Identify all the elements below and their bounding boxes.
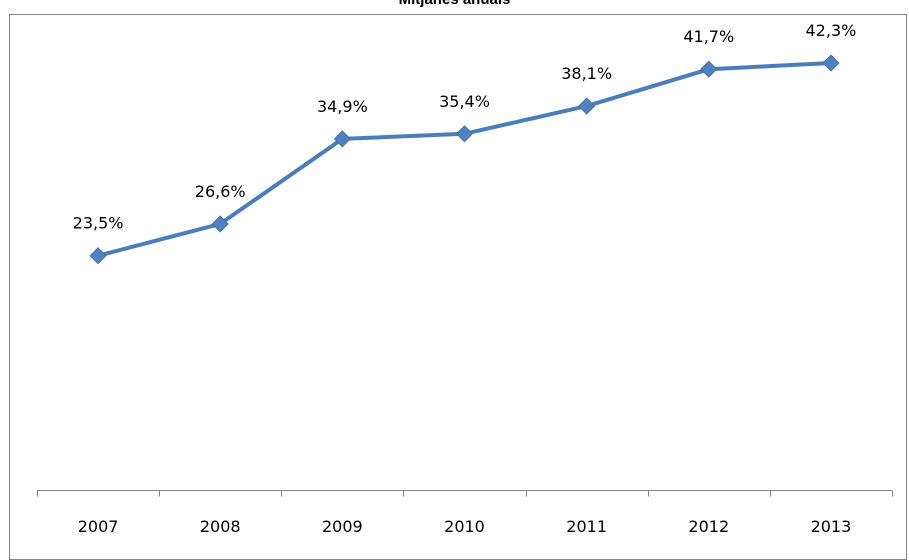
x-tick-label-2007: 2007	[78, 517, 119, 536]
data-point-2008	[211, 215, 229, 233]
x-tick-label-2013: 2013	[811, 517, 852, 536]
x-axis-tick-labels: 2007 2008 2009 2010 2011 2012 2013	[78, 517, 852, 536]
series-markers	[89, 54, 840, 265]
data-label-2008: 26,6%	[195, 182, 246, 201]
data-label-2007: 23,5%	[73, 214, 124, 233]
data-label-2009: 34,9%	[317, 97, 368, 116]
data-point-2010	[455, 125, 474, 143]
data-label-2011: 38,1%	[561, 64, 612, 83]
data-point-2012	[700, 60, 718, 78]
x-axis-ticks	[37, 490, 893, 497]
data-point-2009	[333, 130, 351, 148]
x-tick-label-2010: 2010	[444, 517, 485, 536]
chart-title: Mitjanes anuals	[0, 0, 909, 9]
data-label-2012: 41,7%	[683, 27, 734, 46]
data-point-2011	[578, 97, 596, 115]
series-data-labels: 23,5% 26,6% 34,9% 35,4% 38,1% 41,7% 42,3%	[73, 21, 857, 233]
data-label-2013: 42,3%	[806, 21, 857, 40]
x-tick-label-2008: 2008	[200, 517, 241, 536]
data-point-2013	[822, 54, 840, 72]
data-point-2007	[89, 247, 107, 265]
x-tick-label-2009: 2009	[322, 517, 363, 536]
x-tick-label-2012: 2012	[688, 517, 729, 536]
x-tick-label-2011: 2011	[566, 517, 607, 536]
data-label-2010: 35,4%	[439, 92, 490, 111]
